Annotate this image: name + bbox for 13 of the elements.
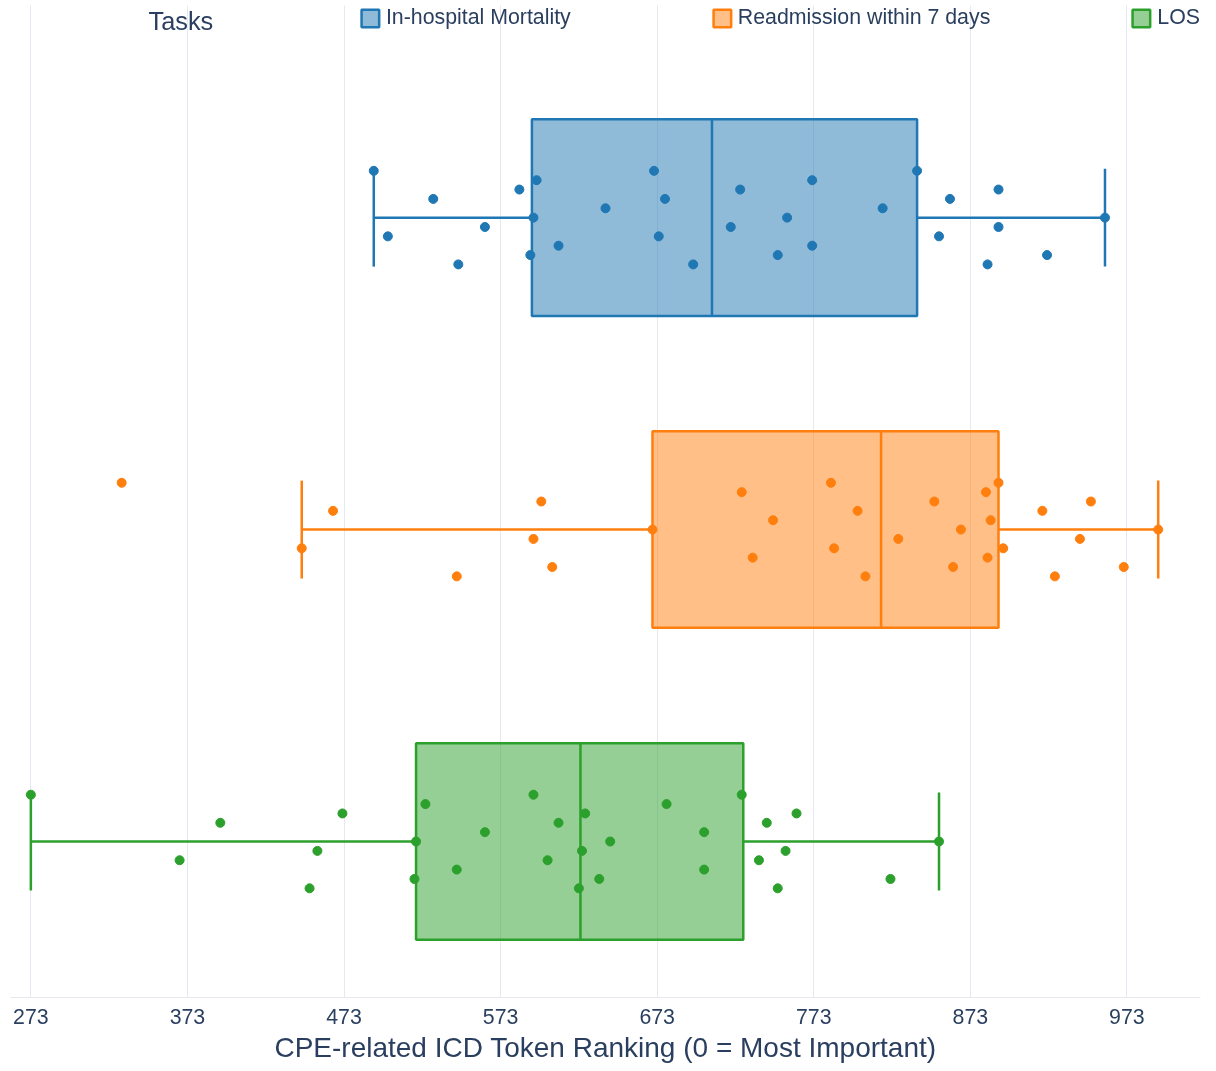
- x-tick-label: 973: [1109, 1004, 1145, 1029]
- x-tick-label: 873: [952, 1004, 989, 1029]
- x-tick-label: 273: [13, 1004, 49, 1029]
- x-tick-label: 573: [482, 1004, 519, 1029]
- x-tick-label: 473: [326, 1004, 362, 1029]
- x-axis-title: CPE-related ICD Token Ranking (0 = Most Important): [274, 1031, 937, 1063]
- x-tick-label: 673: [639, 1004, 675, 1029]
- legend-label: LOS: [1157, 5, 1200, 30]
- legend-label: Readmission within 7 days: [737, 5, 991, 30]
- legend-title: Tasks: [148, 7, 214, 36]
- legend-label: In-hospital Mortality: [385, 5, 571, 30]
- x-tick-label: 373: [169, 1004, 206, 1029]
- x-tick-label: 773: [795, 1004, 832, 1029]
